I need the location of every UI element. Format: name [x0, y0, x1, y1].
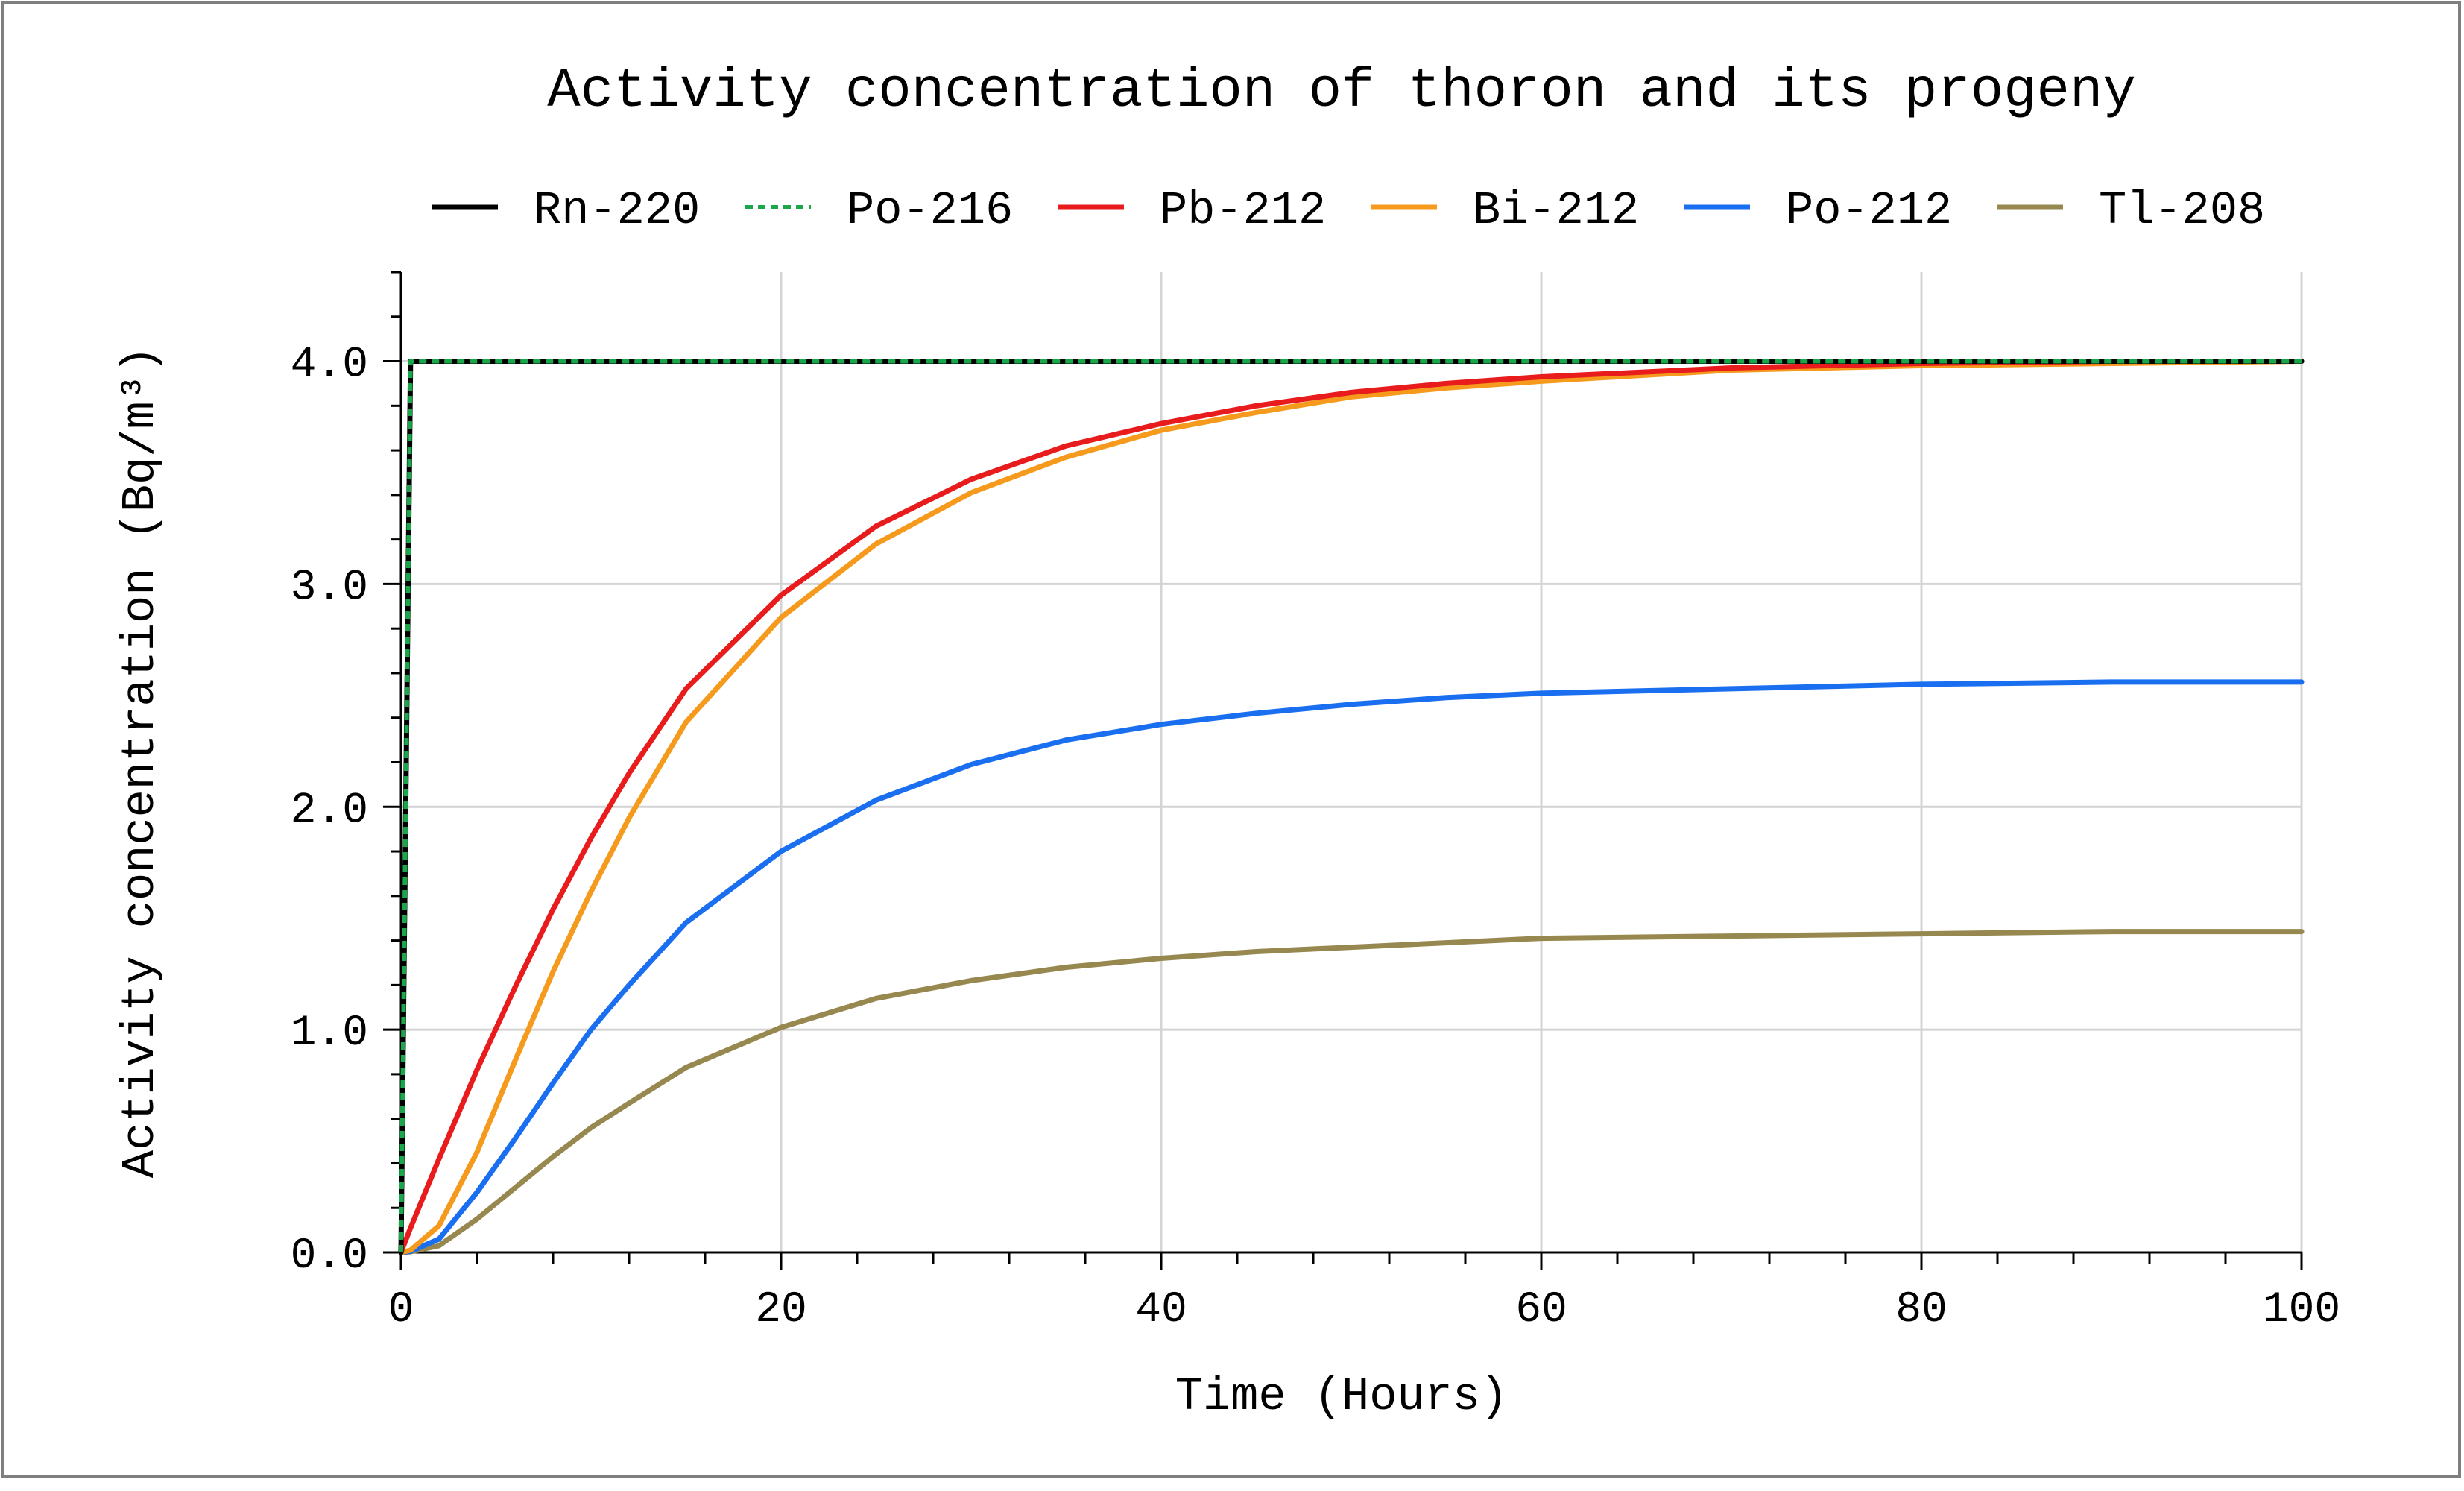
legend-label-bi-212: Bi-212 — [1473, 184, 1639, 237]
x-tick-label: 100 — [2263, 1286, 2340, 1334]
y-tick-label: 1.0 — [291, 1009, 368, 1058]
series-line-po-212 — [398, 679, 2305, 1255]
legend-label-rn-220: Rn-220 — [534, 184, 700, 237]
x-tick-label: 0 — [388, 1286, 414, 1334]
y-tick-label: 3.0 — [291, 564, 368, 612]
legend: Rn-220 Po-216 Pb-212 Bi-212 Po-212 Tl-208 — [432, 184, 2265, 237]
chart-title: Activity concentration of thoron and its… — [547, 60, 2136, 123]
y-tick-label: 4.0 — [291, 341, 368, 390]
legend-label-tl-208: Tl-208 — [2099, 184, 2265, 237]
x-tick-label: 40 — [1135, 1286, 1187, 1334]
series-layer — [398, 359, 2305, 1255]
series-line-bi-212 — [398, 359, 2305, 1255]
series-line-tl-208 — [398, 929, 2305, 1255]
legend-label-pb-212: Pb-212 — [1160, 184, 1326, 237]
x-tick-label: 60 — [1515, 1286, 1567, 1334]
series-line-po-216 — [399, 359, 2302, 1253]
series-line-pb-212 — [398, 359, 2305, 1255]
y-axis-label: Activity concentration (Bq/m³) — [114, 346, 167, 1178]
plot-area — [401, 272, 2302, 1252]
tick-labels: 0 20 40 60 80 100 0.0 1.0 2.0 3.0 4.0 — [291, 341, 2341, 1334]
legend-label-po-212: Po-212 — [1786, 184, 1952, 237]
y-tick-label: 2.0 — [291, 787, 368, 835]
legend-label-po-216: Po-216 — [847, 184, 1013, 237]
y-tick-label: 0.0 — [291, 1232, 368, 1281]
x-tick-label: 80 — [1895, 1286, 1947, 1334]
x-axis-label: Time (Hours) — [1175, 1370, 1508, 1423]
x-tick-label: 20 — [755, 1286, 807, 1334]
